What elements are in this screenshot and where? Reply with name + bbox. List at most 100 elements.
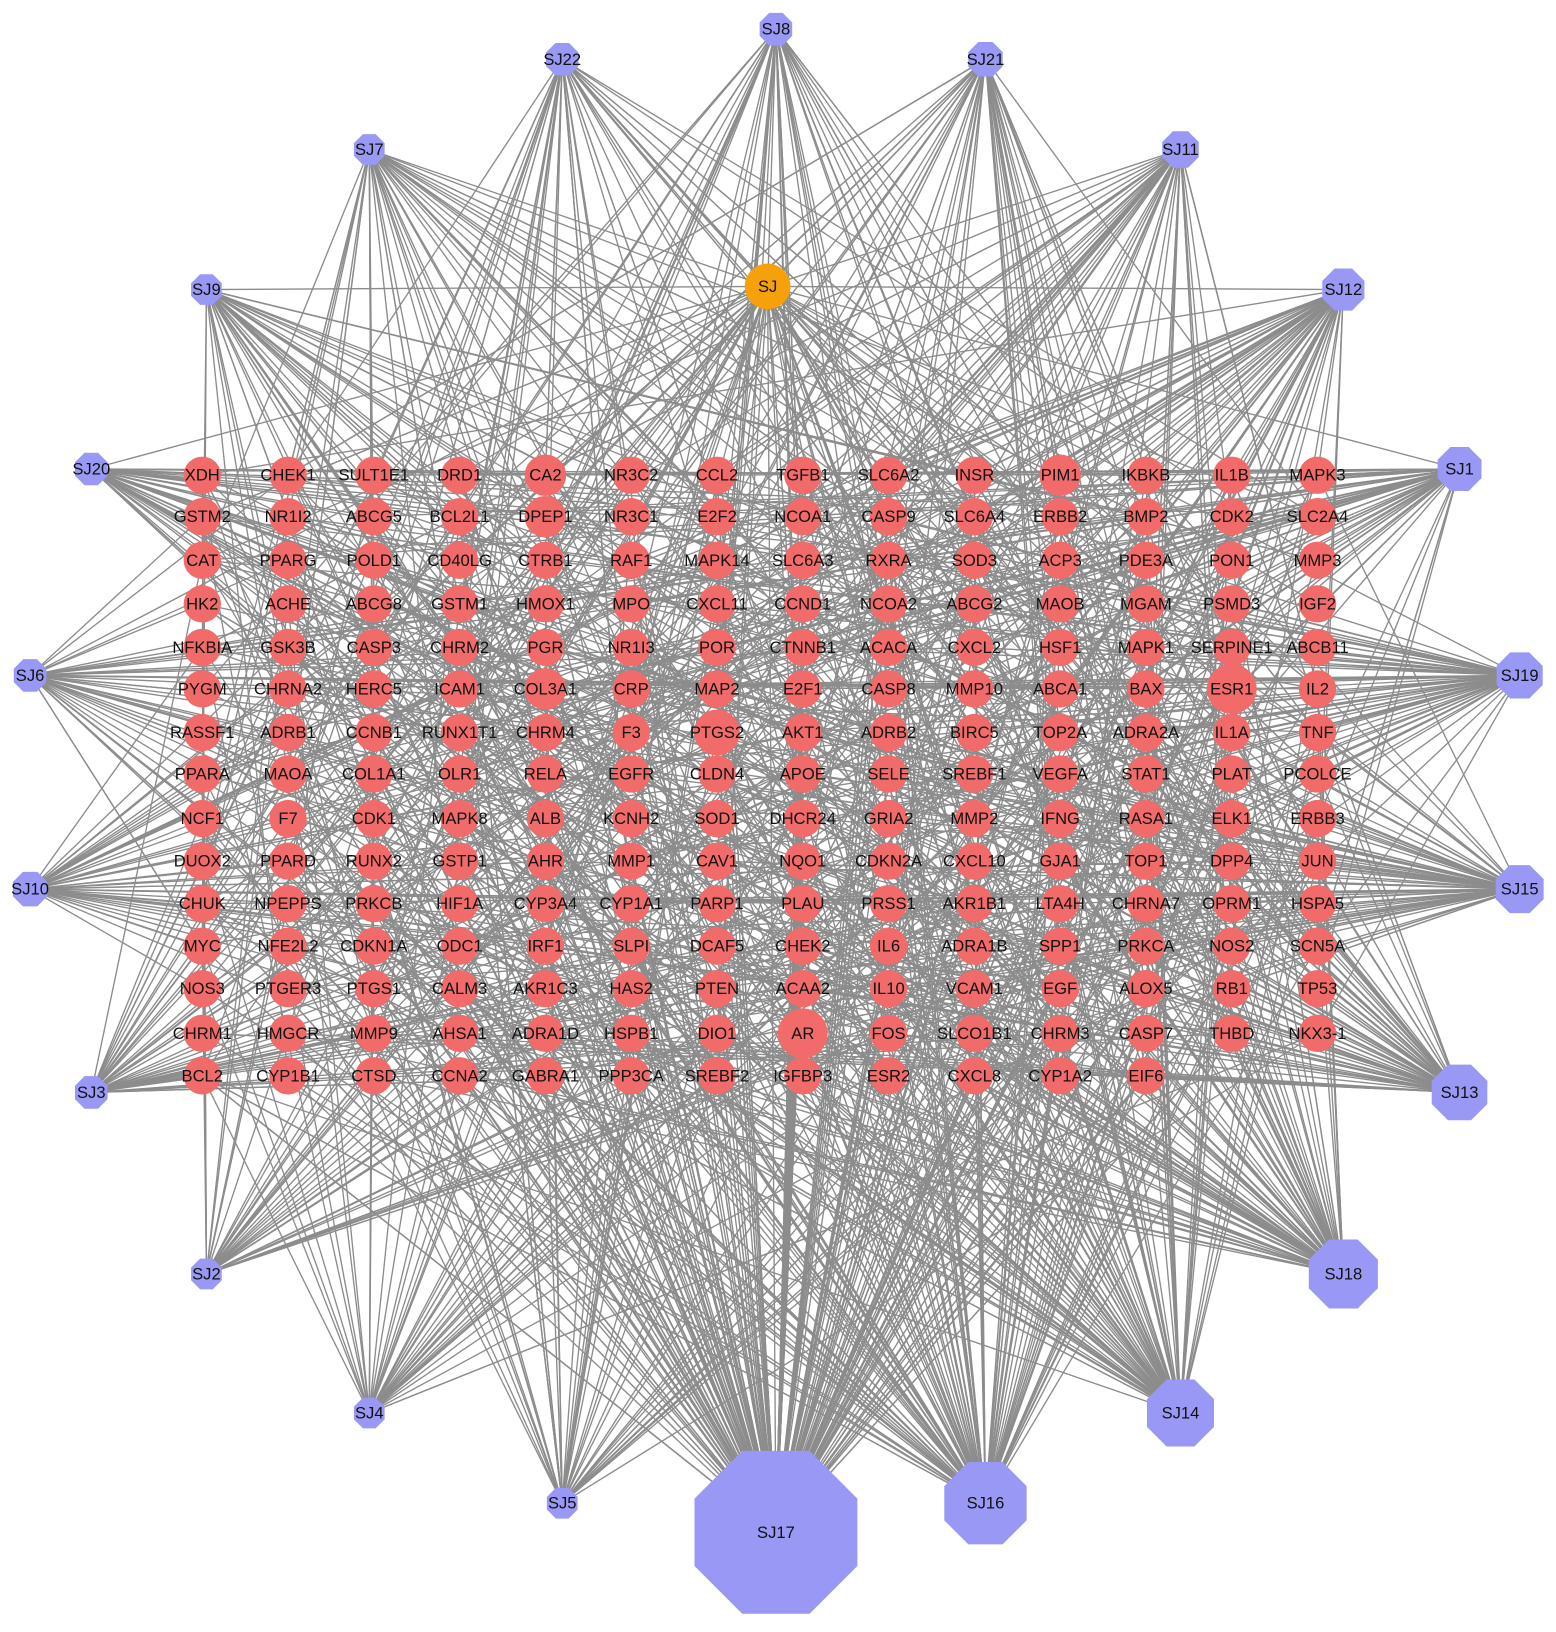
edge [1145,603,1521,890]
edge [201,516,370,1414]
edge [373,148,1181,734]
edge [287,59,563,775]
target-label: AKR1B1 [943,894,1007,913]
edge [459,773,777,1533]
target-label: RAF1 [610,551,652,570]
target-node [355,1014,393,1052]
target-label: IRF1 [527,937,563,956]
target-node [612,1014,650,1052]
edge [767,286,1147,733]
edge [368,148,1061,648]
edge [368,148,975,605]
target-node [355,884,393,923]
edge [373,646,1344,1275]
target-node [698,842,736,880]
compound-label: SJ12 [1324,280,1362,299]
target-label: EIF6 [1128,1066,1163,1085]
edge [1145,773,1520,890]
target-label: CHEK1 [260,466,315,485]
target-label: GSTP1 [432,852,486,871]
target-node [526,970,565,1008]
target-label: CCND1 [774,594,831,613]
target-label: SERPINE1 [1191,638,1273,657]
compound-label: SJ10 [11,880,49,899]
target-node [955,670,994,708]
edge [1231,475,1461,1093]
edge [974,674,1520,820]
target-node [869,585,908,623]
target-label: SLC6A2 [858,466,920,485]
target-label: ACP3 [1038,551,1081,570]
edge [201,28,777,905]
target-label: MMP2 [950,809,998,828]
edge [561,903,1233,1504]
target-node [355,842,393,880]
target-node [784,713,822,752]
target-label: BMP2 [1123,507,1168,526]
target-node [1127,1014,1165,1052]
edge [561,58,769,287]
target-node [1127,585,1165,623]
target-label: ABCB11 [1286,638,1348,657]
edge [1059,289,1344,518]
edge [775,860,1147,1533]
target-node [1298,585,1337,623]
target-node [694,709,740,756]
edge [767,286,890,518]
target-node [955,498,994,536]
target-node [355,927,393,965]
edge [1145,1075,1344,1275]
edge [716,286,769,690]
target-node [1127,541,1165,579]
target-label: TGFB1 [776,466,829,485]
target-label: CRP [614,679,649,698]
target-label: GSTM1 [431,594,488,613]
edge [373,286,769,990]
target-node [1213,1014,1251,1052]
edge [29,474,289,676]
compound-label: SJ4 [355,1403,384,1422]
edge [29,516,1318,890]
edge [1316,773,1461,1093]
target-node [440,1057,479,1095]
target-label: NCF1 [181,809,224,828]
edge [205,603,975,1275]
target-node [955,541,994,579]
target-label: CASP8 [861,679,915,698]
target-label: CCNA2 [432,1066,488,1085]
edge [1316,468,1461,989]
edge [775,647,976,1533]
compound-node [1496,652,1543,699]
target-node [1041,927,1079,965]
target-node [869,1014,908,1052]
edge [91,468,374,518]
target-node [355,456,393,494]
target-label: PCOLCE [1283,764,1351,783]
edge [775,818,1147,1533]
target-node [1041,628,1079,667]
target-node [526,713,565,752]
edge [373,773,777,1533]
target-label: IL2 [1306,679,1329,698]
edge [630,946,777,1533]
target-node [612,970,650,1008]
edge [716,288,1344,605]
edge [775,732,976,1533]
edge [802,688,1182,1414]
edge [545,516,1520,890]
edge [630,860,777,1533]
target-node [183,585,221,623]
target-node [355,970,393,1008]
target-node [183,799,221,838]
edge [984,945,1233,1504]
target-label: CDKN1A [340,937,408,956]
target-node [955,585,994,623]
target-label: MAPK8 [432,809,488,828]
target-label: IL6 [877,937,900,956]
target-node [869,670,908,708]
target-label: PPP3CA [598,1066,664,1085]
edge [545,731,1344,1275]
edge [287,286,769,905]
target-label: NFKBIA [172,638,233,657]
